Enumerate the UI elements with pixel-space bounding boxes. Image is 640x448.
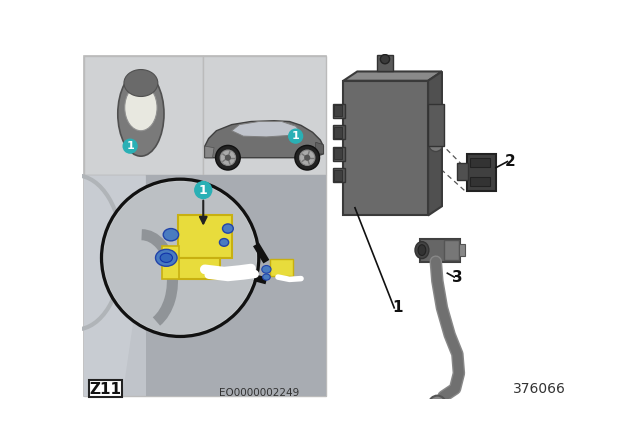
Bar bbox=[178, 215, 232, 258]
Polygon shape bbox=[205, 146, 214, 158]
Text: 3: 3 bbox=[452, 270, 463, 284]
Text: EO0000002249: EO0000002249 bbox=[219, 388, 299, 397]
Polygon shape bbox=[316, 142, 323, 154]
Ellipse shape bbox=[125, 85, 157, 131]
Circle shape bbox=[289, 129, 303, 143]
Bar bbox=[178, 258, 220, 280]
Bar bbox=[84, 176, 326, 396]
Circle shape bbox=[103, 181, 257, 335]
Ellipse shape bbox=[160, 253, 172, 263]
Bar bbox=[333, 147, 345, 161]
Circle shape bbox=[220, 150, 236, 165]
Polygon shape bbox=[84, 176, 145, 396]
Bar bbox=[334, 148, 342, 159]
Bar bbox=[145, 176, 326, 396]
Bar bbox=[470, 158, 490, 167]
Circle shape bbox=[433, 400, 441, 408]
Bar bbox=[376, 55, 394, 72]
Polygon shape bbox=[205, 121, 323, 158]
Bar bbox=[84, 56, 326, 396]
Bar bbox=[333, 125, 345, 139]
Circle shape bbox=[123, 139, 137, 153]
Circle shape bbox=[104, 181, 257, 334]
Bar bbox=[459, 244, 465, 256]
Polygon shape bbox=[232, 121, 301, 137]
Circle shape bbox=[225, 155, 231, 161]
Bar bbox=[458, 163, 468, 180]
Ellipse shape bbox=[418, 245, 426, 255]
Circle shape bbox=[304, 155, 310, 161]
Text: 376066: 376066 bbox=[513, 382, 566, 396]
Circle shape bbox=[429, 396, 446, 413]
Text: 1: 1 bbox=[392, 300, 403, 315]
Text: 1: 1 bbox=[292, 131, 300, 141]
Polygon shape bbox=[428, 72, 442, 215]
Ellipse shape bbox=[415, 241, 429, 258]
Bar bbox=[467, 154, 496, 191]
Text: Z11: Z11 bbox=[90, 382, 122, 397]
FancyBboxPatch shape bbox=[88, 380, 122, 397]
Circle shape bbox=[295, 146, 319, 170]
Ellipse shape bbox=[156, 250, 177, 266]
Bar bbox=[163, 246, 179, 279]
Text: 1: 1 bbox=[126, 141, 134, 151]
Text: 1: 1 bbox=[199, 184, 207, 197]
Ellipse shape bbox=[262, 274, 270, 280]
Ellipse shape bbox=[220, 238, 228, 246]
Bar bbox=[84, 56, 204, 176]
Circle shape bbox=[195, 181, 212, 198]
Ellipse shape bbox=[163, 228, 179, 241]
Polygon shape bbox=[344, 72, 442, 81]
Circle shape bbox=[429, 138, 443, 151]
Circle shape bbox=[102, 179, 259, 336]
Bar bbox=[333, 104, 345, 118]
Bar bbox=[420, 238, 460, 262]
Bar bbox=[204, 56, 326, 176]
Bar bbox=[428, 104, 444, 146]
Circle shape bbox=[300, 150, 315, 165]
Circle shape bbox=[216, 146, 240, 170]
Ellipse shape bbox=[118, 72, 164, 156]
Text: 2: 2 bbox=[505, 154, 516, 169]
Bar bbox=[344, 81, 428, 215]
Ellipse shape bbox=[262, 266, 271, 273]
Bar bbox=[334, 105, 342, 116]
Circle shape bbox=[380, 55, 390, 64]
Bar bbox=[444, 240, 459, 260]
Bar bbox=[333, 168, 345, 182]
Bar bbox=[334, 127, 342, 138]
Ellipse shape bbox=[124, 69, 158, 96]
Bar bbox=[270, 259, 293, 276]
Bar bbox=[334, 170, 342, 181]
Ellipse shape bbox=[223, 224, 234, 233]
Bar bbox=[470, 177, 490, 186]
